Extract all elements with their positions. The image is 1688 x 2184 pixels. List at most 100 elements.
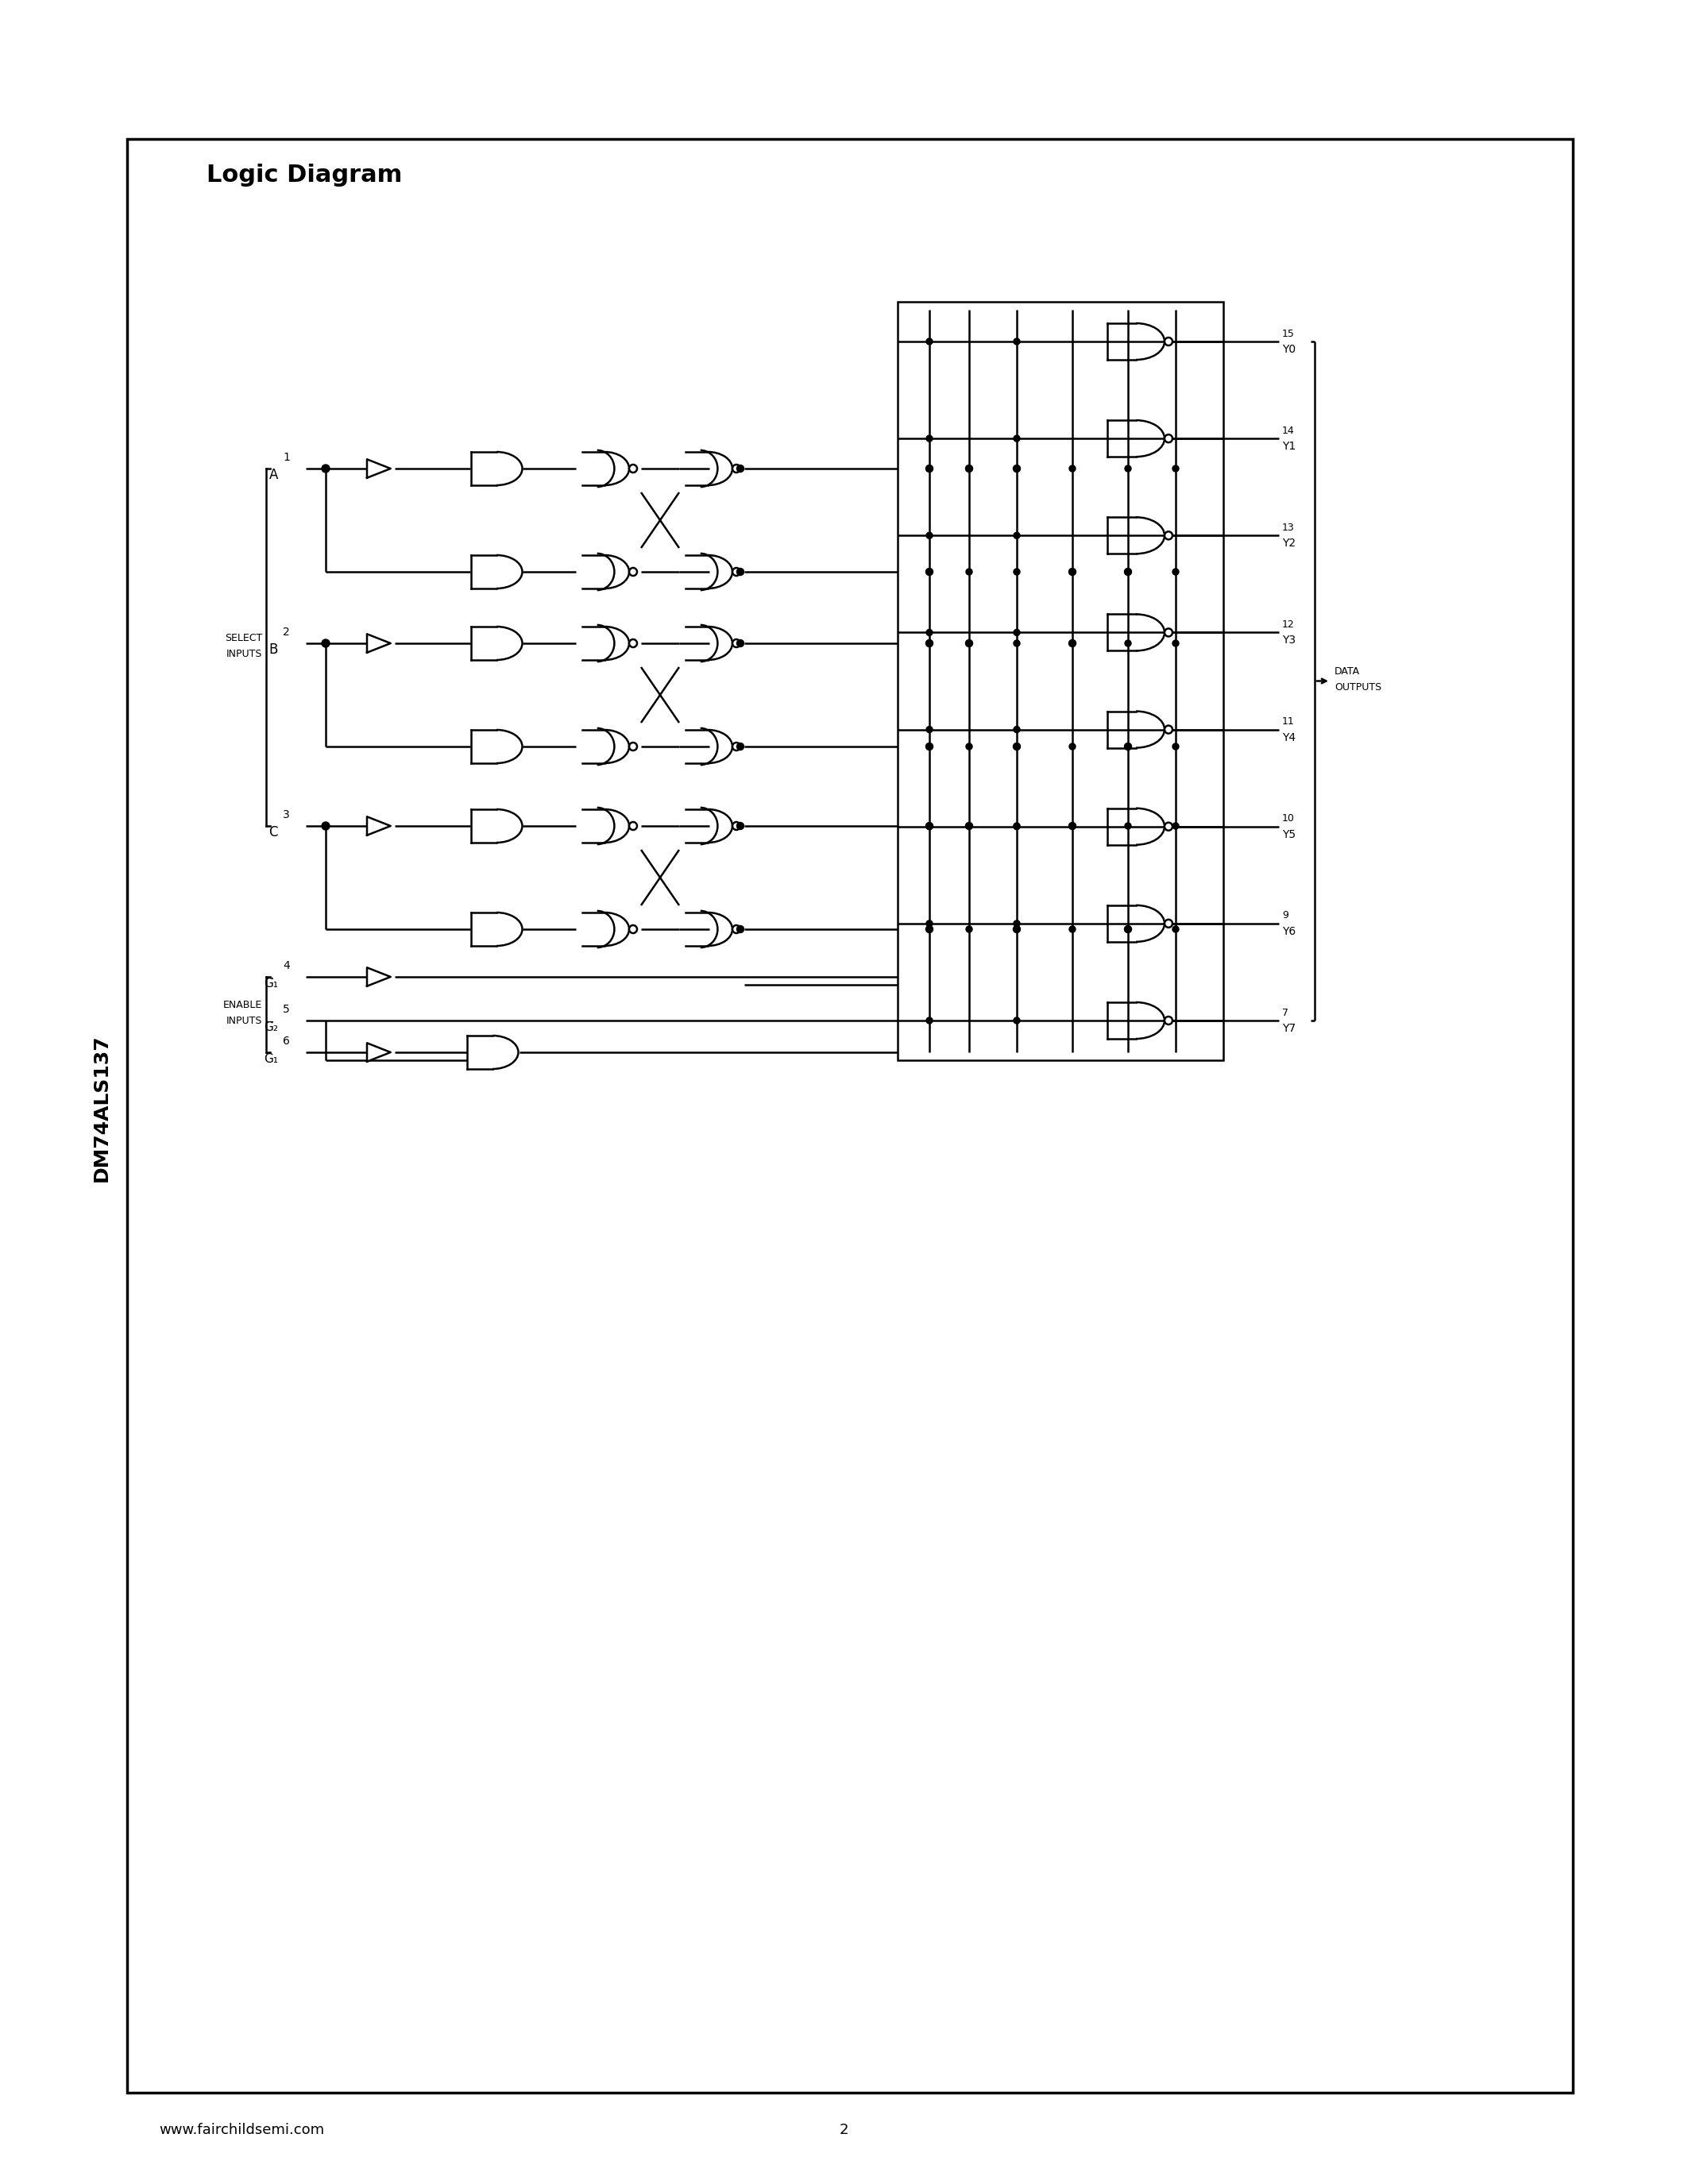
Circle shape [966, 823, 972, 830]
Text: 10: 10 [1283, 812, 1295, 823]
Circle shape [927, 823, 932, 830]
Circle shape [1013, 743, 1020, 749]
Circle shape [736, 743, 744, 749]
Circle shape [1173, 743, 1178, 749]
Circle shape [966, 568, 972, 574]
Circle shape [1124, 743, 1131, 749]
Circle shape [630, 926, 636, 933]
Circle shape [1124, 465, 1131, 472]
Circle shape [927, 533, 932, 539]
Text: A: A [268, 467, 279, 483]
Circle shape [927, 919, 932, 926]
Circle shape [322, 821, 329, 830]
Circle shape [1013, 743, 1020, 749]
Circle shape [927, 640, 932, 646]
Circle shape [630, 568, 636, 577]
Text: Y4: Y4 [1283, 732, 1296, 743]
Text: Y0: Y0 [1283, 343, 1296, 356]
Text: INPUTS: INPUTS [226, 1016, 262, 1026]
Circle shape [925, 823, 933, 830]
Circle shape [1124, 640, 1131, 646]
Circle shape [927, 339, 932, 345]
Circle shape [966, 465, 972, 472]
Text: B: B [268, 642, 279, 657]
Circle shape [1013, 435, 1020, 441]
Circle shape [1013, 926, 1020, 933]
Circle shape [1013, 1018, 1020, 1024]
Circle shape [1165, 919, 1173, 928]
Text: G̅₂: G̅₂ [263, 1020, 279, 1033]
Circle shape [966, 823, 972, 830]
Polygon shape [366, 459, 390, 478]
Text: 9: 9 [1283, 911, 1288, 922]
Circle shape [927, 465, 932, 472]
Circle shape [322, 640, 329, 646]
Text: Y5: Y5 [1283, 830, 1296, 841]
Text: SELECT: SELECT [225, 633, 262, 642]
Circle shape [736, 465, 744, 472]
Circle shape [733, 465, 741, 472]
Text: 4: 4 [284, 961, 290, 972]
Circle shape [925, 640, 933, 646]
Circle shape [1165, 629, 1173, 636]
Circle shape [1013, 727, 1020, 732]
Circle shape [966, 640, 972, 646]
Text: 11: 11 [1283, 716, 1295, 727]
Circle shape [736, 823, 744, 830]
Circle shape [1069, 640, 1075, 646]
Circle shape [630, 821, 636, 830]
Text: Y2: Y2 [1283, 537, 1296, 548]
Text: C: C [268, 826, 279, 839]
Circle shape [1124, 823, 1131, 830]
Text: 2: 2 [839, 2123, 847, 2138]
Circle shape [927, 435, 932, 441]
Circle shape [1124, 926, 1131, 933]
Circle shape [1173, 465, 1178, 472]
Circle shape [733, 640, 741, 646]
Circle shape [1069, 743, 1075, 749]
Circle shape [1069, 640, 1075, 646]
Circle shape [1124, 743, 1131, 749]
Circle shape [1013, 339, 1020, 345]
Circle shape [1013, 823, 1020, 830]
Text: 6: 6 [284, 1035, 290, 1046]
Circle shape [1069, 568, 1075, 574]
Text: DM74ALS137: DM74ALS137 [93, 1035, 111, 1182]
Circle shape [966, 465, 972, 472]
Text: DATA: DATA [1335, 666, 1361, 677]
Circle shape [1013, 823, 1020, 830]
Polygon shape [366, 968, 390, 987]
Text: 5: 5 [284, 1005, 290, 1016]
Polygon shape [366, 817, 390, 834]
Text: 7: 7 [1283, 1007, 1288, 1018]
Circle shape [1165, 725, 1173, 734]
Text: Y1: Y1 [1283, 441, 1296, 452]
Polygon shape [366, 1044, 390, 1061]
Circle shape [1013, 465, 1020, 472]
Circle shape [736, 640, 744, 646]
Circle shape [927, 727, 932, 732]
Circle shape [733, 568, 741, 577]
Circle shape [630, 743, 636, 751]
Circle shape [630, 465, 636, 472]
Bar [127, 140, 1573, 2092]
Circle shape [733, 926, 741, 933]
Circle shape [736, 926, 744, 933]
Circle shape [1165, 1016, 1173, 1024]
Text: Y7: Y7 [1283, 1022, 1296, 1033]
Circle shape [927, 629, 932, 636]
Text: OUTPUTS: OUTPUTS [1335, 681, 1381, 692]
Text: 2: 2 [284, 627, 290, 638]
Text: www.fairchildsemi.com: www.fairchildsemi.com [159, 2123, 324, 2138]
Circle shape [1069, 926, 1075, 933]
Text: INPUTS: INPUTS [226, 649, 262, 660]
Text: 12: 12 [1283, 620, 1295, 629]
Text: G₁: G₁ [263, 1053, 279, 1064]
Circle shape [1124, 568, 1131, 574]
Text: Y6: Y6 [1283, 926, 1296, 937]
Circle shape [1165, 435, 1173, 443]
Circle shape [1069, 465, 1075, 472]
Circle shape [925, 926, 933, 933]
Circle shape [1173, 823, 1178, 830]
Circle shape [927, 1018, 932, 1024]
